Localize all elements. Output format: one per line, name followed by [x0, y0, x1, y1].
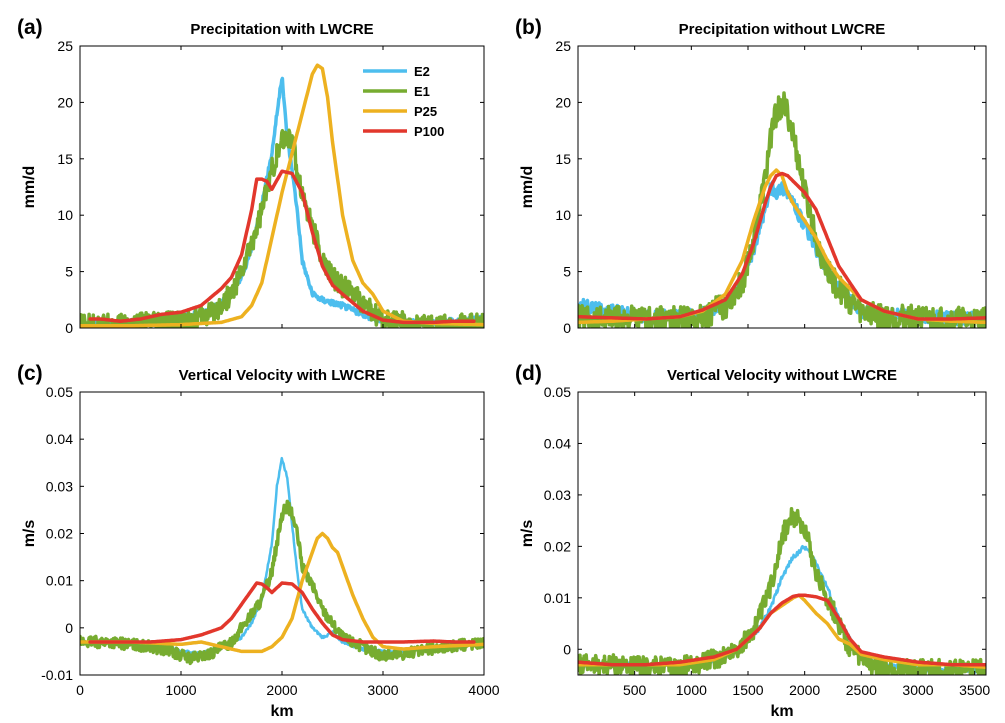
x-tick-label-c: 3000	[367, 682, 398, 698]
plot-area-b	[578, 91, 986, 328]
x-tick-label-c: 0	[76, 682, 84, 698]
x-tick-label-d: 2000	[789, 682, 820, 698]
x-tick-label-d: 1500	[732, 682, 763, 698]
legend-label-e2: E2	[414, 64, 430, 79]
legend-label-p100: P100	[414, 124, 444, 139]
y-tick-label-c: 0.05	[46, 384, 73, 400]
series-line-p100-d	[578, 593, 986, 667]
plot-area-d	[578, 506, 986, 675]
x-tick-label-d: 2500	[846, 682, 877, 698]
y-tick-label-d: 0.05	[544, 384, 571, 400]
series-line-e2-d	[578, 544, 986, 674]
panel-title-a: Precipitation with LWCRE	[190, 21, 373, 38]
x-tick-label-d: 500	[623, 682, 647, 698]
plot-area-a	[80, 63, 484, 328]
axes-box-b	[577, 45, 987, 329]
panel-letter-d: (d)	[515, 362, 542, 385]
series-line-e1-d	[578, 506, 986, 675]
y-tick-label-c: 0.02	[46, 526, 73, 542]
panel-letter-c: (c)	[17, 362, 43, 385]
axes-box-d	[577, 391, 987, 676]
series-line-e1-a	[80, 128, 484, 328]
series-line-p100-a	[88, 169, 476, 325]
y-tick-label-b: 25	[555, 38, 571, 54]
x-tick-label-c: 4000	[468, 682, 499, 698]
x-tick-label-d: 3500	[959, 682, 990, 698]
y-axis-label-a: mm/d	[21, 166, 38, 209]
legend: E2 E1 P25 P100	[363, 64, 444, 139]
legend-label-p25: P25	[414, 104, 437, 119]
panel-title-d: Vertical Velocity without LWCRE	[667, 367, 897, 384]
panel-c: 0 1000 2000 3000 4000-0.0100.010.020.030.040…	[17, 362, 500, 720]
y-tick-label-c: -0.01	[41, 667, 73, 683]
series-line-e1-b	[578, 91, 986, 328]
x-tick-label-d: 3000	[902, 682, 933, 698]
x-axis-label-c: km	[270, 703, 293, 720]
y-tick-label-a: 25	[57, 38, 73, 54]
y-tick-label-a: 15	[57, 151, 73, 167]
y-tick-label-a: 0	[65, 320, 73, 336]
y-tick-label-b: 10	[555, 207, 571, 223]
panel-d: 500 1000 1500 2000 2500 3000 3500 0 0.01 0.02 0.03…	[515, 362, 990, 720]
y-tick-label-d: 0.01	[544, 590, 571, 606]
x-tick-label-c: 1000	[165, 682, 196, 698]
panel-title-b: Precipitation without LWCRE	[679, 21, 886, 38]
x-tick-label-c: 2000	[266, 682, 297, 698]
series-line-e2-b	[578, 180, 986, 327]
panel-letter-b: (b)	[515, 16, 542, 39]
x-tick-label-d: 1000	[676, 682, 707, 698]
y-tick-label-c: 0.01	[46, 573, 73, 589]
y-tick-label-d: 0.04	[544, 435, 571, 451]
y-axis-label-b: mm/d	[519, 166, 536, 209]
y-tick-label-b: 20	[555, 94, 571, 110]
y-tick-label-a: 10	[57, 207, 73, 223]
y-tick-label-a: 20	[57, 94, 73, 110]
series-line-p25-c	[80, 531, 484, 654]
y-tick-label-c: 0.04	[46, 431, 73, 447]
legend-label-e1: E1	[414, 84, 430, 99]
y-axis-label-c: m/s	[21, 520, 38, 548]
y-tick-label-a: 5	[65, 264, 73, 280]
y-axis-label-d: m/s	[519, 520, 536, 548]
y-tick-label-b: 15	[555, 151, 571, 167]
panel-a: 0 5 10 15 20 25 Precipitation with LWCRE (a) mm/…	[17, 16, 485, 336]
panel-b: 0 5 10 15 20 25 Precipitation without LWCRE (b)…	[515, 16, 987, 336]
panel-letter-a: (a)	[17, 16, 43, 39]
y-tick-label-d: 0	[563, 641, 571, 657]
y-tick-label-d: 0.03	[544, 487, 571, 503]
x-axis-label-d: km	[770, 703, 793, 720]
series-line-p100-b	[578, 171, 986, 321]
plot-area-c	[80, 456, 484, 666]
y-tick-label-c: 0	[65, 620, 73, 636]
panel-title-c: Vertical Velocity with LWCRE	[179, 367, 386, 384]
series-line-p100-c	[88, 581, 476, 644]
series-line-e2-c	[80, 456, 484, 657]
y-tick-label-b: 0	[563, 320, 571, 336]
y-tick-label-d: 0.02	[544, 538, 571, 554]
axes-box-c	[79, 391, 485, 676]
y-tick-label-b: 5	[563, 264, 571, 280]
y-tick-label-c: 0.03	[46, 478, 73, 494]
